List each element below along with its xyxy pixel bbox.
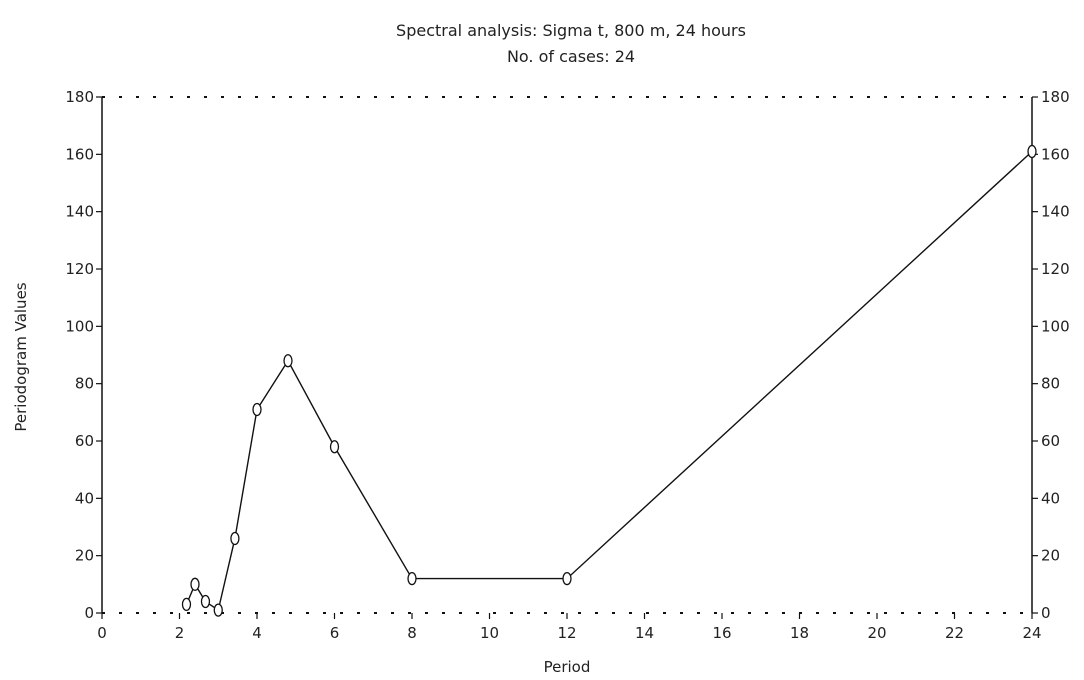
x-tick-label: 6 [330, 624, 340, 642]
x-tick-label: 10 [480, 624, 499, 642]
y-axis-ticks-right: 0 20 40 60 80 100 120 140 160 180 [1032, 88, 1070, 622]
y-tick-label-right: 80 [1041, 375, 1060, 393]
y-tick-label-left: 100 [65, 317, 94, 335]
y-tick-label-right: 120 [1041, 260, 1070, 278]
y-tick-label-right: 20 [1041, 547, 1060, 565]
x-tick-label: 12 [557, 624, 576, 642]
y-tick-label-left: 80 [75, 375, 94, 393]
x-tick-label: 18 [790, 624, 809, 642]
x-axis-ticks: 0 2 4 6 8 10 12 14 16 18 20 22 24 [97, 613, 1042, 642]
y-tick-label-right: 160 [1041, 145, 1070, 163]
data-point-marker [181, 597, 192, 612]
y-tick-label-right: 0 [1041, 604, 1051, 622]
y-tick-label-right: 180 [1041, 88, 1070, 106]
y-tick-label-right: 100 [1041, 317, 1070, 335]
x-tick-label: 8 [407, 624, 417, 642]
x-tick-label: 0 [97, 624, 107, 642]
y-axis-label: Periodogram Values [12, 282, 30, 431]
y-tick-label-left: 140 [65, 203, 94, 221]
x-tick-label: 24 [1022, 624, 1041, 642]
y-axis-ticks-left: 0 20 40 60 80 100 120 140 160 180 [65, 88, 102, 622]
y-tick-label-left: 40 [75, 489, 94, 507]
y-tick-label-right: 40 [1041, 489, 1060, 507]
x-axis-label: Period [544, 658, 591, 676]
data-point-marker [562, 571, 572, 586]
x-tick-label: 16 [712, 624, 731, 642]
y-tick-label-right: 60 [1041, 432, 1060, 450]
data-point-marker [213, 603, 223, 617]
data-point-marker [200, 594, 211, 609]
data-point-marker [329, 440, 340, 454]
y-tick-label-left: 160 [65, 145, 94, 163]
x-tick-label: 14 [635, 624, 654, 642]
y-tick-label-left: 0 [84, 604, 94, 622]
y-tick-label-left: 60 [75, 432, 94, 450]
series-line [185, 150, 1033, 612]
x-tick-label: 20 [867, 624, 886, 642]
x-tick-label: 4 [252, 624, 262, 642]
data-point-marker [230, 531, 240, 546]
data-point-marker [190, 577, 200, 591]
x-tick-label: 2 [175, 624, 185, 642]
data-point-marker [252, 402, 262, 417]
x-tick-label: 22 [945, 624, 964, 642]
chart-title: Spectral analysis: Sigma t, 800 m, 24 ho… [396, 21, 746, 40]
chart-subtitle: No. of cases: 24 [507, 47, 635, 66]
y-tick-label-left: 20 [75, 547, 94, 565]
data-point-marker [283, 354, 293, 368]
y-tick-label-left: 180 [65, 88, 94, 106]
y-tick-label-left: 120 [65, 260, 94, 278]
series-layer [181, 144, 1037, 617]
y-tick-label-right: 140 [1041, 203, 1070, 221]
data-point-marker [1027, 144, 1037, 159]
data-point-marker [407, 571, 417, 586]
